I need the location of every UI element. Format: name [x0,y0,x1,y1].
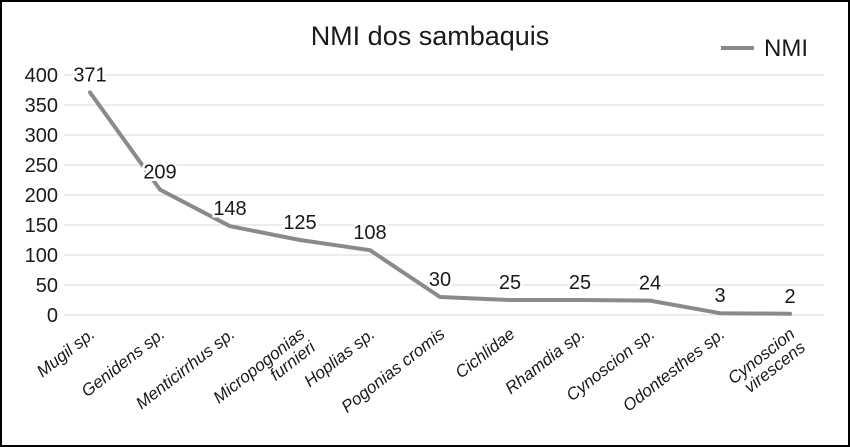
legend: NMI [721,35,808,62]
data-label: 25 [569,272,591,294]
legend-label: NMI [764,35,808,62]
gridlines-layer [64,74,824,316]
data-label: 209 [143,162,176,184]
data-label: 30 [429,269,451,291]
x-axis-category-label: Mugil sp. [33,324,98,381]
y-axis-tick-label: 100 [25,245,58,267]
chart-title: NMI dos sambaquis [311,21,550,51]
x-axis-category-line: Cichlidae [452,324,519,382]
y-axis-tick-label: 50 [36,275,58,297]
data-label: 148 [213,198,246,220]
data-label: 3 [714,285,725,307]
data-label: 25 [499,272,521,294]
data-label: 24 [639,273,661,295]
x-axis-labels: Mugil sp.Genidens sp.Menticirrhus sp.Mic… [33,324,809,417]
x-axis-category-label: Cichlidae [452,324,519,382]
y-axis-tick-label: 0 [47,305,58,327]
nmi-series-line [88,90,792,316]
x-axis-category-line: Mugil sp. [33,324,98,381]
y-axis-tick-label: 400 [25,65,58,87]
y-axis-tick-label: 200 [25,185,58,207]
y-axis-tick-label: 150 [25,215,58,237]
data-label: 371 [73,64,106,86]
data-label: 108 [353,222,386,244]
y-axis-tick-label: 250 [25,155,58,177]
series-layer [88,90,792,316]
data-label: 2 [784,286,795,308]
data-label: 125 [283,212,316,234]
y-axis-tick-label: 350 [25,95,58,117]
y-axis-tick-label: 300 [25,125,58,147]
data-labels-layer: 371 209 148 125 108 30 25 25 24 3 2 [71,62,798,310]
y-axis-labels: 0 50 100 150 200 250 300 350 400 [25,65,58,327]
x-axis-category-label: Cynoscionvirescens [724,324,809,402]
